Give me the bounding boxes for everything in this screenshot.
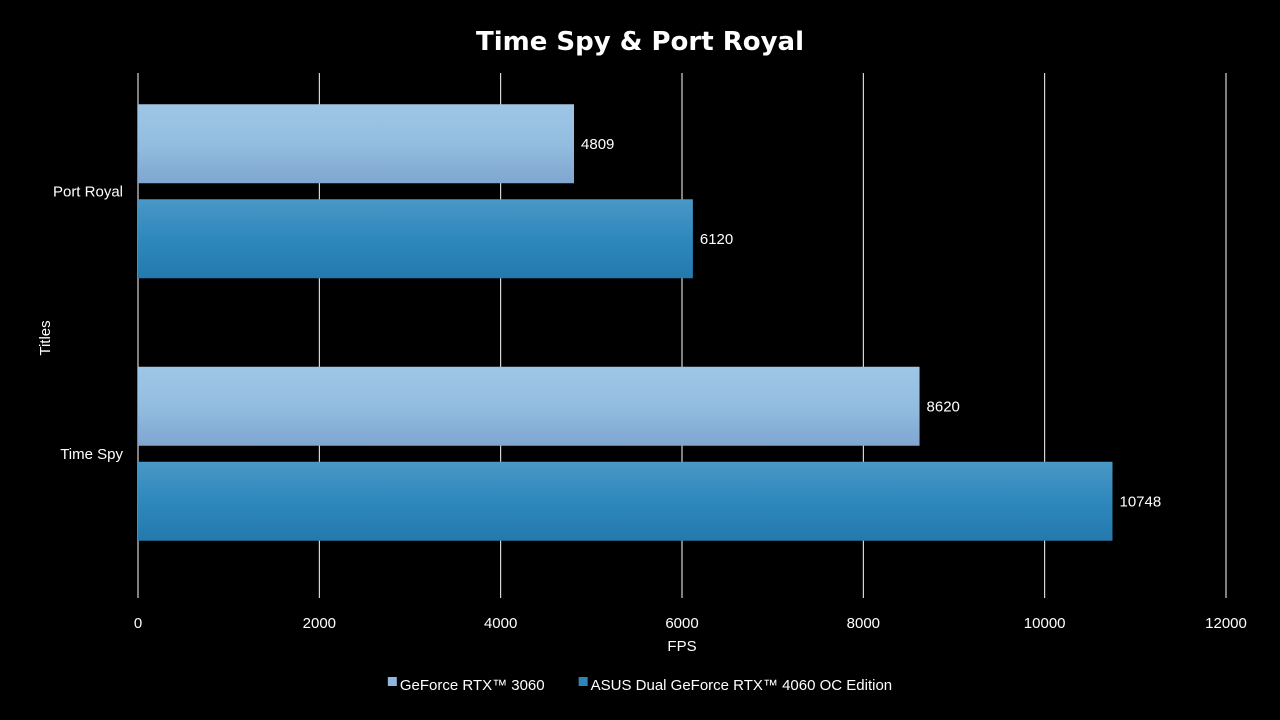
x-tick-label: 6000 [665,615,698,632]
x-tick-label: 2000 [303,615,336,632]
legend-label: GeForce RTX™ 3060 [400,677,545,694]
bars [138,104,1113,541]
bar [138,366,920,446]
chart-title: Time Spy & Port Royal [476,27,804,57]
labels: Time Spy & Port Royal FPS Titles 0 2000 40… [37,27,1247,655]
bar [138,461,1113,541]
y-axis-label: Titles [37,320,54,355]
legend: GeForce RTX™ 3060 ASUS Dual GeForce RTX™ … [387,677,893,694]
bar [138,104,575,184]
legend-item: ASUS Dual GeForce RTX™ 4060 OC Edition [578,677,893,694]
legend-item: GeForce RTX™ 3060 [387,677,545,694]
data-label: 4809 [581,136,614,153]
x-tick-label: 4000 [484,615,517,632]
x-tick-label: 10000 [1024,615,1066,632]
x-tick-label: 12000 [1205,615,1247,632]
legend-swatch [387,677,397,686]
x-tick-label: 8000 [847,615,880,632]
x-axis-label: FPS [667,638,696,655]
data-label: 6120 [700,231,733,248]
bar [138,199,693,279]
data-label: 8620 [927,398,960,415]
legend-label: ASUS Dual GeForce RTX™ 4060 OC Edition [591,677,893,694]
category-label: Time Spy [60,446,123,463]
data-label: 10748 [1119,493,1161,510]
x-tick-label: 0 [134,615,142,632]
legend-swatch [578,677,588,686]
category-label: Port Royal [53,183,123,200]
